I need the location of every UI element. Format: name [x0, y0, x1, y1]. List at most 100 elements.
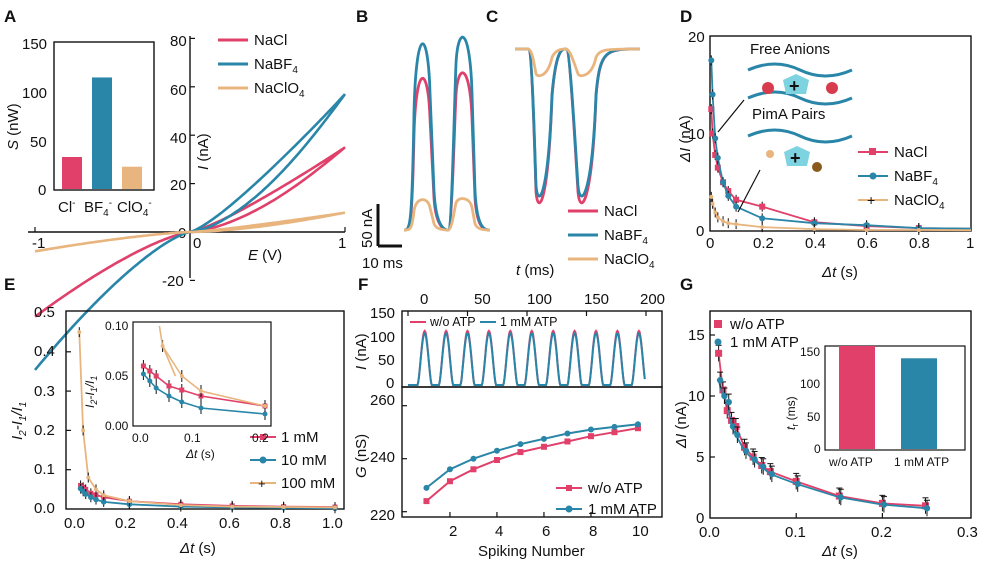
e-inset-xtick-01: 0.1	[184, 431, 201, 445]
a-ylabel: I (nA)	[195, 133, 212, 170]
e-point-100mm	[127, 499, 132, 504]
a-legend-naclo4: NaClO4	[254, 80, 305, 100]
g-inset-bar-0	[839, 345, 875, 449]
g-xlabel-unit: (s)	[836, 543, 858, 560]
panel-d-label: D	[680, 7, 692, 26]
a-inset-ytick-0: 0	[38, 182, 46, 199]
d-point-nabf4	[725, 192, 732, 199]
a-inset-bar-1	[92, 77, 112, 189]
a-ticks	[34, 37, 346, 281]
f-bot-ylabel-var: G	[353, 466, 370, 478]
g-point-woatp	[723, 407, 731, 415]
g-ytick-0: 0	[696, 510, 704, 527]
f-bot-point-woatp	[587, 433, 594, 440]
d-point-nacl	[714, 164, 721, 171]
e-inset-xtick-0: 0.0	[132, 431, 149, 445]
g-inset-cat-woatp: w/o ATP	[828, 455, 873, 469]
a-inset-bar-2	[122, 166, 142, 189]
c-legend-naclo4-name: NaClO	[604, 251, 649, 268]
d-point-nacl	[733, 196, 740, 203]
f-bot-xtick-6: 6	[542, 523, 550, 540]
d-legend-marker-nacl	[869, 148, 876, 155]
a-legend-naclo4-name: NaClO	[254, 80, 299, 97]
c-traces	[515, 47, 641, 205]
e-xlabel: Δt (s)	[179, 540, 216, 557]
d-point-naclo4	[715, 215, 720, 220]
d-point-nacl	[708, 106, 715, 113]
f-bot-point-woatp	[540, 443, 547, 450]
f-bot-xtick-2: 2	[449, 523, 457, 540]
g-inset-ytick-100: 100	[800, 377, 820, 391]
e-point-100mm	[81, 428, 86, 433]
g-legend-marker-woatp	[714, 320, 722, 328]
d-point-nabf4	[708, 57, 715, 64]
e-legend-100mm: 100 mM	[281, 475, 335, 492]
e-point-100mm	[86, 475, 91, 480]
e-inset-100mm-head	[158, 325, 177, 377]
f-bot-point-woatp	[611, 429, 618, 436]
d-legend-marker-nabf4	[869, 172, 877, 180]
e-ytick-01: 0.1	[34, 461, 55, 478]
g-legend-marker-atp	[714, 338, 722, 346]
g-point-atp	[794, 480, 801, 488]
d-point-nabf4	[712, 135, 719, 142]
a-xlabel-var: E	[248, 247, 259, 264]
e-point-100mm	[101, 493, 106, 498]
f-top-xtick-50: 50	[474, 291, 491, 308]
f-top-xlabel-var: t	[516, 262, 521, 279]
a-iv-line-nacl	[34, 146, 346, 318]
f-bottom-legend: w/o ATP 1 mM ATP	[556, 480, 657, 518]
e-inset-point	[147, 368, 153, 374]
e-inset-point	[140, 371, 146, 377]
d-legend-naclo4-name: NaClO	[894, 192, 939, 209]
e-inset-point	[199, 389, 203, 393]
f-bot-xtick-8: 8	[589, 523, 597, 540]
e-point-100mm	[333, 505, 337, 510]
e-inset-point	[153, 373, 159, 379]
d-cation-plus-icon: +	[789, 76, 800, 96]
f-top-xtick-0: 0	[420, 291, 428, 308]
a-inset-cat-clo4-sup: -	[148, 198, 151, 209]
a-ytick-neg20: -20	[162, 273, 184, 290]
e-point-10mm	[88, 494, 94, 501]
d-annot-free: Free Anions	[750, 41, 830, 58]
f-top-trace-1	[408, 331, 646, 386]
f-top-ytick-150: 150	[370, 305, 395, 322]
f-bot-point-atp	[540, 435, 547, 442]
g-point-atp	[751, 456, 758, 463]
g-inset-ylabel-sub: r	[790, 424, 800, 427]
panel-a: A -1 0 1 80 60 40 20 0 -20 E (V) I (nA) …	[4, 7, 346, 371]
e-inset-point	[179, 387, 185, 393]
e-ylabel-icon: I2-I1/I1	[9, 402, 29, 440]
f-bot-point-atp	[634, 421, 641, 428]
e-ytick-02: 0.2	[34, 422, 55, 439]
d-point-naclo4	[713, 210, 718, 215]
g-point-atp	[742, 447, 750, 455]
g-point-woatp	[740, 443, 748, 451]
d-ylabel-unit: (nA)	[677, 115, 694, 148]
d-point-naclo4	[709, 194, 714, 199]
a-ytick-80: 80	[170, 33, 187, 50]
d-point-nabf4	[714, 154, 721, 161]
e-frame	[65, 310, 345, 510]
c-trace-naclo4	[515, 47, 641, 78]
e-xlabel-unit: (s)	[194, 540, 216, 557]
d-ytick-10: 10	[688, 126, 705, 143]
panel-f: F t (ms) 0 50 100 150 200 150 100 50 0 I…	[353, 262, 665, 560]
e-inset-fit-2	[161, 345, 266, 407]
a-legend-nacl: NaCl	[254, 32, 287, 49]
e-inset-xlabel-unit: (s)	[197, 447, 214, 461]
a-inset: 150 100 50 0 S (nW) Cl- BF4- ClO4-	[5, 36, 155, 219]
a-xtick-0: 0	[193, 235, 201, 252]
panel-b-label: B	[356, 7, 368, 26]
f-top-xlabel-unit: (ms)	[520, 262, 554, 279]
f-bot-xlabel: Spiking Number	[478, 543, 585, 560]
g-ytick-10: 10	[688, 388, 705, 405]
e-legend: 1 mM 10 mM + 100 mM	[250, 429, 335, 492]
f-bottom-frame	[401, 386, 663, 518]
d-legend-naclo4: NaClO4	[894, 192, 945, 212]
d-ylabel-var: ΔI	[677, 148, 694, 163]
f-bot-xtick-10: 10	[632, 523, 649, 540]
f-top-legend-woatp: w/o ATP	[429, 315, 476, 329]
e-inset-point	[166, 383, 172, 389]
